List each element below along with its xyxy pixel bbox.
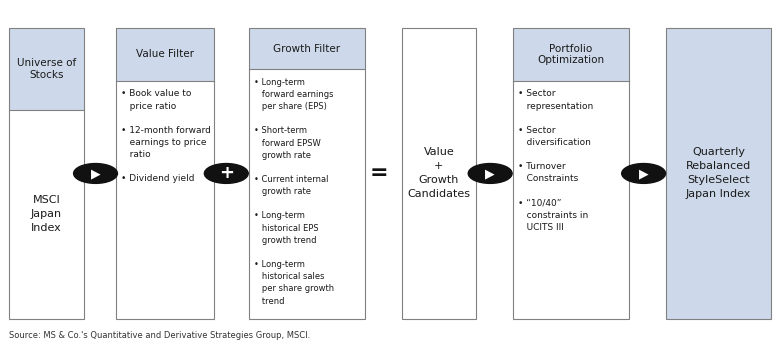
Text: • Sector
   representation

• Sector
   diversification

• Turnover
   Constrain: • Sector representation • Sector diversi… bbox=[518, 90, 593, 232]
Bar bbox=[402, 28, 476, 319]
Bar bbox=[116, 28, 214, 319]
Text: =: = bbox=[370, 164, 388, 183]
Circle shape bbox=[622, 164, 666, 183]
Circle shape bbox=[74, 164, 117, 183]
Bar bbox=[249, 28, 365, 319]
Bar bbox=[249, 69, 365, 319]
Bar bbox=[9, 28, 84, 319]
Bar bbox=[116, 28, 214, 81]
Bar bbox=[513, 28, 629, 81]
Circle shape bbox=[204, 164, 248, 183]
Circle shape bbox=[468, 164, 512, 183]
Text: MSCI
Japan
Index: MSCI Japan Index bbox=[31, 195, 62, 233]
Bar bbox=[9, 28, 84, 110]
Bar bbox=[513, 28, 629, 319]
Bar bbox=[666, 28, 771, 319]
Text: • Long-term
   forward earnings
   per share (EPS)

• Short-term
   forward EPSW: • Long-term forward earnings per share (… bbox=[254, 78, 334, 306]
Bar bbox=[116, 81, 214, 319]
Bar bbox=[9, 110, 84, 319]
Text: +: + bbox=[218, 165, 234, 182]
Text: Source: MS & Co.'s Quantitative and Derivative Strategies Group, MSCI.: Source: MS & Co.'s Quantitative and Deri… bbox=[9, 331, 311, 340]
Text: ▶: ▶ bbox=[639, 167, 648, 180]
Text: Growth Filter: Growth Filter bbox=[273, 44, 341, 54]
Bar bbox=[513, 81, 629, 319]
Text: Value
+
Growth
Candidates: Value + Growth Candidates bbox=[407, 148, 471, 199]
Text: Universe of
Stocks: Universe of Stocks bbox=[17, 58, 76, 80]
Text: • Book value to
   price ratio

• 12-month forward
   earnings to price
   ratio: • Book value to price ratio • 12-month f… bbox=[121, 90, 211, 183]
Text: Quarterly
Rebalanced
StyleSelect
Japan Index: Quarterly Rebalanced StyleSelect Japan I… bbox=[686, 148, 751, 199]
Text: ▶: ▶ bbox=[485, 167, 495, 180]
Text: Value Filter: Value Filter bbox=[135, 50, 194, 59]
Bar bbox=[249, 28, 365, 69]
Text: Portfolio
Optimization: Portfolio Optimization bbox=[537, 44, 604, 65]
Text: ▶: ▶ bbox=[91, 167, 100, 180]
